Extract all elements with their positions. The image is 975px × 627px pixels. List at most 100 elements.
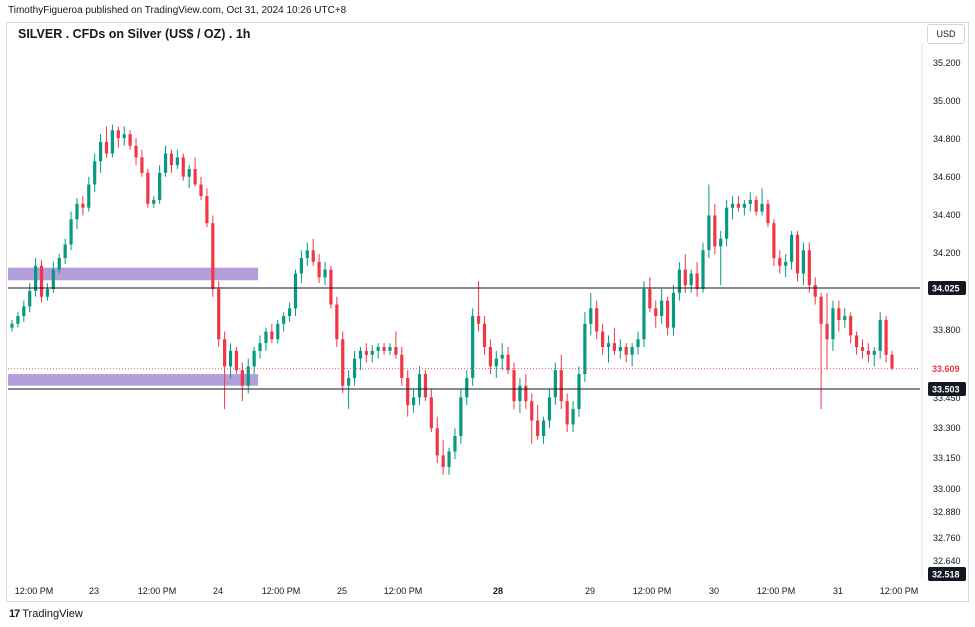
level-price-tag-bg (928, 281, 966, 295)
candle-body (81, 203, 85, 208)
y-tick-label: 34.200 (933, 248, 961, 258)
candle-body (648, 288, 652, 309)
candle-body (317, 261, 321, 278)
candle-body (795, 234, 800, 274)
candle-body (217, 288, 221, 340)
candle-body (612, 343, 617, 351)
candle-body (736, 203, 741, 208)
candle-body (524, 385, 528, 402)
candle-body (595, 308, 599, 332)
x-tick-label: 12:00 PM (633, 586, 672, 596)
candle-body (730, 203, 735, 208)
y-tick-label: 35.000 (933, 96, 961, 106)
candle-body (163, 153, 168, 173)
candle-body (884, 319, 888, 355)
candle-body (376, 347, 380, 351)
candle-body (34, 265, 38, 291)
candle-body (530, 401, 534, 421)
candle-body (518, 385, 522, 402)
currency-selector[interactable]: USD (927, 24, 965, 44)
candle-body (512, 370, 516, 402)
candle-body (152, 199, 156, 204)
candle-body (240, 370, 244, 386)
candle-body (169, 153, 174, 166)
level-price-tag: 34.025 (932, 284, 960, 294)
candle-body (801, 250, 806, 274)
x-tick-label: 12:00 PM (138, 586, 177, 596)
candle-body (671, 292, 676, 328)
candle-body (323, 269, 327, 278)
candle-body (819, 296, 823, 324)
candle-body (341, 339, 345, 386)
candle-body (93, 161, 97, 185)
candle-body (234, 350, 239, 371)
candle-body (110, 130, 115, 154)
candle-body (75, 203, 79, 220)
candle-body (482, 323, 487, 348)
brand-name: TradingView (22, 608, 83, 620)
candle-body (63, 244, 67, 259)
y-tick-label: 34.400 (933, 210, 961, 220)
candle-body (128, 134, 132, 146)
axis-bottom-price-tag: 32.518 (932, 570, 960, 580)
candle-body (772, 223, 776, 259)
candle-body (742, 203, 746, 208)
candle-body (813, 285, 817, 297)
x-tick-label: 12:00 PM (880, 586, 919, 596)
candle-body (878, 319, 882, 351)
candle-body (57, 258, 61, 270)
candle-body (252, 350, 256, 367)
candle-body (22, 306, 26, 317)
y-tick-label: 33.150 (933, 453, 961, 463)
candle-body (689, 273, 693, 286)
x-tick-label: 25 (337, 586, 347, 596)
candle-body (494, 358, 498, 367)
candle-body (45, 288, 50, 297)
candle-body (358, 350, 363, 359)
candle-body (134, 145, 138, 158)
y-tick-label: 33.000 (933, 484, 961, 494)
y-tick-label: 32.640 (933, 556, 961, 566)
tradingview-brand[interactable]: 17 TradingView (9, 608, 83, 620)
candle-body (394, 347, 398, 355)
candle-body (506, 354, 510, 371)
candle-body (181, 157, 185, 177)
candle-body (630, 347, 634, 355)
y-tick-label: 32.880 (933, 507, 961, 517)
candle-body (854, 335, 859, 348)
candle-body (843, 316, 847, 320)
candle-body (39, 265, 44, 297)
candle-body (435, 428, 439, 456)
level-price-tag-bg (928, 382, 966, 396)
candle-body (465, 377, 469, 398)
candle-body (471, 316, 475, 378)
candle-body (352, 358, 357, 378)
candle-body (329, 269, 333, 305)
candle-body (760, 203, 764, 212)
candle-body (754, 199, 758, 212)
candle-body (665, 300, 670, 328)
candle-body (228, 350, 233, 367)
candle-body (429, 397, 433, 429)
candle-body (146, 172, 150, 204)
candle-body (311, 250, 315, 262)
candle-body (370, 350, 374, 355)
candle-body (677, 269, 681, 293)
candle-body (606, 343, 611, 348)
candle-body (382, 347, 386, 351)
candle-body (400, 354, 404, 378)
candle-body (766, 203, 770, 224)
candle-body (175, 157, 179, 166)
candle-body (69, 219, 73, 245)
candle-body (16, 316, 20, 324)
x-tick-label: 12:00 PM (384, 586, 423, 596)
candle-body (205, 196, 209, 224)
candle-body (488, 347, 492, 367)
candle-body (187, 169, 191, 177)
candle-body (299, 258, 303, 274)
y-tick-label: 33.300 (933, 423, 961, 433)
candle-body (441, 455, 445, 467)
tradingview-logo-icon: 17 (9, 608, 20, 620)
candle-body (500, 354, 504, 359)
